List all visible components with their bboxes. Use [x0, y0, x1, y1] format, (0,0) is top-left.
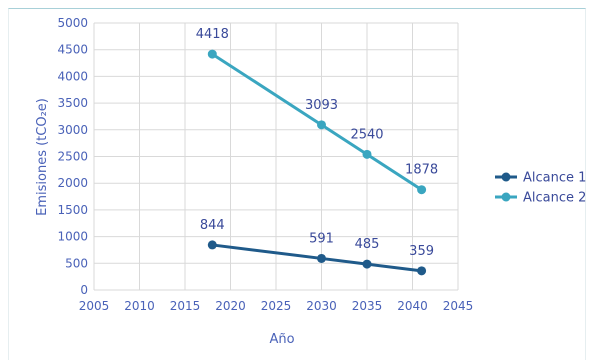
legend-item: Alcance 2	[495, 191, 586, 206]
y-tick-label: 4000	[57, 69, 88, 83]
data-point	[207, 49, 217, 59]
data-label: 359	[409, 244, 434, 259]
y-tick-label: 1000	[57, 230, 88, 244]
data-point	[207, 240, 217, 250]
y-tick-label: 5000	[57, 16, 88, 30]
data-label: 1878	[405, 163, 438, 178]
chart-frame	[8, 8, 586, 360]
y-tick-label: 500	[65, 256, 88, 270]
legend-label: Alcance 1	[523, 171, 586, 186]
y-tick-label: 0	[80, 283, 88, 297]
x-tick-label: 2040	[397, 299, 428, 313]
data-label: 485	[355, 237, 380, 252]
x-tick-label: 2045	[443, 299, 474, 313]
x-tick-label: 2015	[170, 299, 201, 313]
legend-swatch-marker	[501, 172, 511, 182]
y-tick-label: 2500	[57, 150, 88, 164]
y-tick-label: 3000	[57, 123, 88, 137]
data-label: 591	[309, 231, 334, 246]
y-tick-label: 1500	[57, 203, 88, 217]
legend-swatch-marker	[501, 192, 511, 202]
legend: Alcance 1 Alcance 2	[495, 171, 586, 206]
y-tick-label: 3500	[57, 96, 88, 110]
data-label: 3093	[305, 98, 338, 113]
grid	[93, 22, 459, 291]
legend-item: Alcance 1	[495, 171, 586, 186]
data-label: 2540	[350, 127, 383, 142]
x-tick-label: 2010	[124, 299, 155, 313]
data-point	[417, 185, 427, 195]
series-line	[211, 52, 423, 191]
series-alcance-2: 4418 3093 2540 1878	[196, 27, 438, 195]
data-point	[362, 149, 372, 159]
series-alcance-1: 844 591 485 359	[200, 218, 434, 276]
series-layer: 844 591 485 359 4418 3093 2540 1878	[196, 27, 438, 276]
x-tick-label: 2025	[261, 299, 292, 313]
x-tick-label: 2035	[352, 299, 383, 313]
x-axis-title: Año	[269, 332, 294, 347]
data-point	[417, 266, 427, 276]
series-line	[212, 243, 422, 273]
y-tick-label: 2000	[57, 176, 88, 190]
x-tick-label: 2020	[215, 299, 246, 313]
x-tick-label: 2005	[79, 299, 110, 313]
data-label: 4418	[196, 27, 229, 42]
x-tick-label: 2030	[306, 299, 337, 313]
data-point	[317, 253, 326, 263]
y-axis-title: Emisiones (tCO₂e)	[35, 98, 50, 216]
data-point	[362, 259, 372, 269]
data-point	[317, 120, 326, 130]
legend-label: Alcance 2	[523, 191, 586, 206]
data-label: 844	[200, 218, 225, 233]
y-tick-label: 4500	[57, 43, 88, 57]
x-axis-ticks: 2005 2010 2015 2020 2025 2030 2035 2040 2045	[79, 299, 474, 313]
y-axis-ticks: 0 500 1000 1500 2000 2500 3000 3500 4000 4500 5000	[57, 16, 88, 297]
